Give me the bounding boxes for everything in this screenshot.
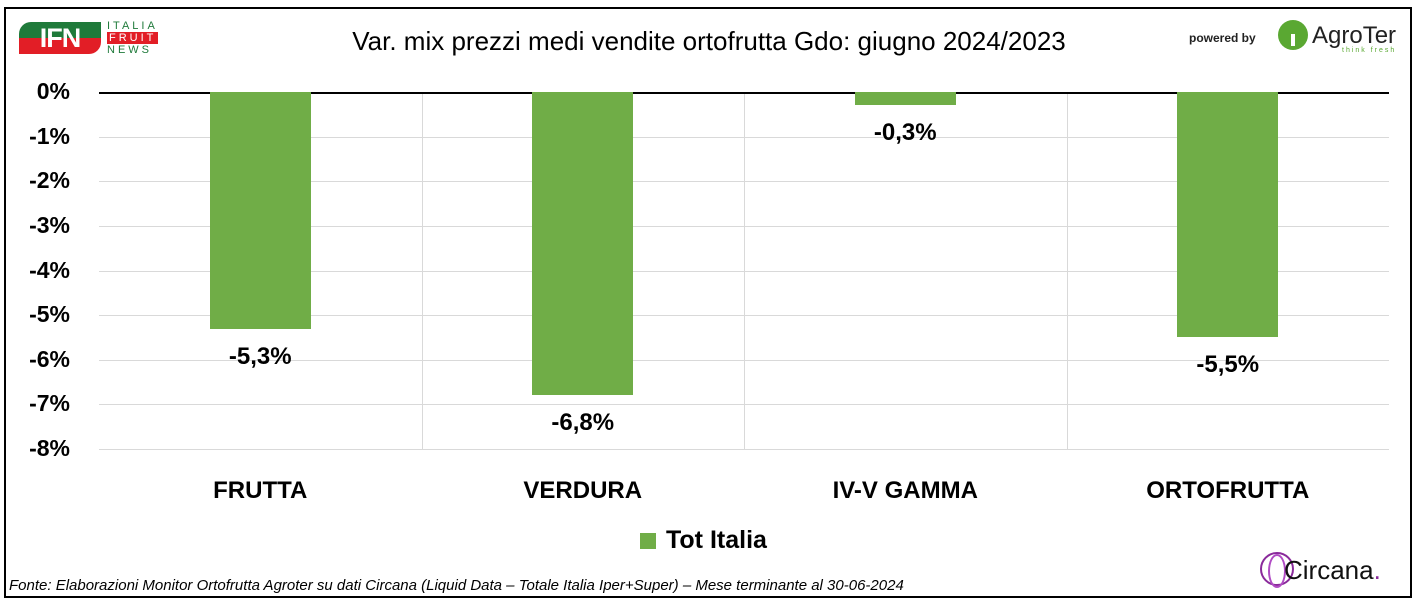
y-tick-label: 0%: [36, 78, 70, 104]
x-category-label: ORTOFRUTTA: [1146, 477, 1310, 504]
data-label: -0,3%: [873, 119, 937, 147]
y-tick-label: -3%: [29, 211, 70, 238]
plot-area: [99, 92, 1389, 450]
chart-frame: [4, 7, 1412, 598]
data-label: -5,3%: [228, 342, 292, 370]
legend: Tot Italia: [640, 526, 767, 555]
zero-axis-line: [99, 92, 1389, 94]
source-note: Fonte: Elaborazioni Monitor Ortofrutta A…: [9, 577, 904, 594]
legend-label: Tot Italia: [666, 526, 767, 554]
y-tick-label: -5%: [29, 301, 70, 328]
agroter-tree-icon: [1278, 20, 1308, 50]
bar-frutta[interactable]: [209, 92, 311, 329]
ifn-badge: IFN: [19, 22, 101, 54]
y-tick-label: -1%: [29, 122, 70, 149]
y-tick-label: -8%: [29, 435, 70, 461]
gridline-vertical: [1066, 92, 1068, 449]
gridline-vertical: [421, 92, 423, 449]
gridline-horizontal: [99, 449, 1389, 450]
ifn-wordmark: ITALIA FRUIT NEWS: [107, 20, 159, 56]
x-category-label: VERDURA: [523, 477, 643, 504]
x-category-label: FRUTTA: [213, 477, 308, 504]
bar-iv-v-gamma[interactable]: [854, 92, 956, 106]
bar-verdura[interactable]: [532, 92, 634, 396]
y-tick-label: -2%: [29, 167, 70, 194]
legend-swatch: [640, 532, 656, 549]
y-tick-label: -6%: [29, 345, 70, 372]
agroter-tagline: think fresh: [1342, 47, 1397, 54]
chart-title: Var. mix prezzi medi vendite ortofrutta …: [352, 26, 1066, 56]
y-tick-label: -7%: [29, 390, 70, 417]
powered-by-label: powered by: [1189, 31, 1256, 45]
circana-sphere-icon: [1260, 552, 1294, 588]
ifn-logo: IFN ITALIA FRUIT NEWS: [19, 20, 159, 58]
x-category-label: IV-V GAMMA: [832, 477, 978, 504]
data-label: -5,5%: [1196, 351, 1260, 379]
data-label: -6,8%: [551, 409, 615, 437]
agroter-logo: AgroTer: [1312, 22, 1397, 49]
y-tick-label: -4%: [29, 256, 70, 283]
bar-ortofrutta[interactable]: [1177, 92, 1279, 338]
gridline-vertical: [744, 92, 745, 449]
